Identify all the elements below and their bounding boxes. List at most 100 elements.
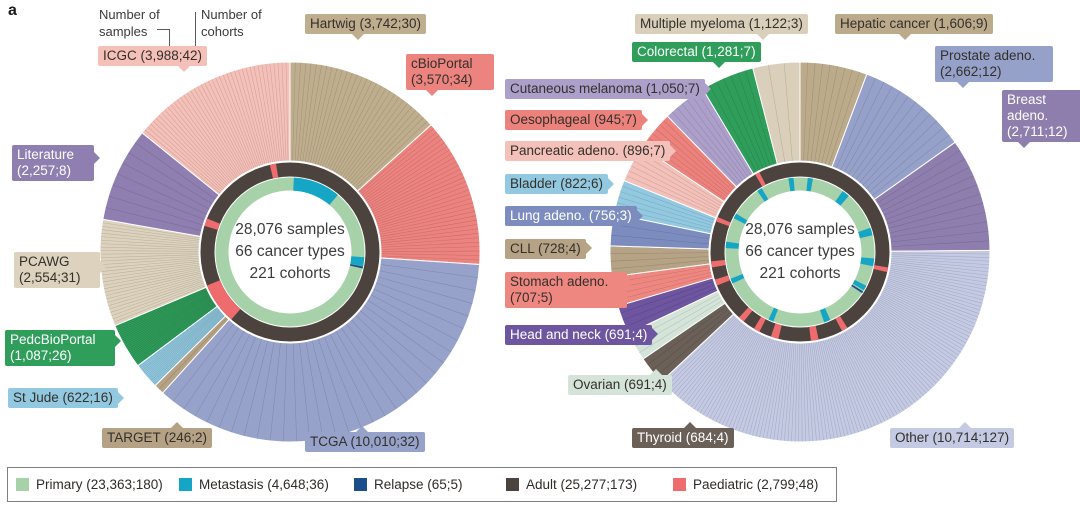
cohort-divider <box>338 91 391 175</box>
cohort-divider <box>697 92 751 176</box>
cohort-divider <box>655 128 731 193</box>
ring-segment-paediatric <box>770 323 782 339</box>
callout-pointer <box>1016 140 1031 155</box>
cohort-divider <box>690 326 748 408</box>
cohort-divider <box>798 343 800 442</box>
cohort-divider <box>283 343 288 442</box>
cohort-divider <box>378 202 474 229</box>
callout-pcawg: PCAWG (2,554;31) <box>14 252 106 288</box>
cohort-divider <box>878 298 963 350</box>
cohort-divider <box>277 62 285 161</box>
cohort-divider <box>879 297 965 347</box>
ring-segment-metastasis <box>852 279 867 291</box>
cohort-divider <box>101 261 200 272</box>
cohort-divider <box>811 342 824 441</box>
cohort-divider <box>821 67 846 164</box>
cohort-divider <box>346 103 408 181</box>
cohort-divider <box>610 256 709 262</box>
cohort-divider <box>375 185 468 221</box>
cohort-divider <box>864 316 935 387</box>
cohort-divider <box>110 280 204 313</box>
cohort-divider <box>682 323 744 401</box>
cohort-divider <box>130 301 214 356</box>
cohort-divider <box>794 343 798 442</box>
cohort-divider <box>824 339 852 435</box>
cohort-divider <box>839 334 882 424</box>
cohort-divider <box>100 257 199 265</box>
cohort-divider <box>873 305 953 365</box>
cohort-divider <box>211 79 253 169</box>
callout-pointer <box>898 32 913 47</box>
cohort-divider <box>113 285 206 323</box>
cohort-divider <box>814 342 831 440</box>
cohort-divider <box>150 313 223 381</box>
cohort-divider <box>119 291 208 336</box>
cohort-divider <box>341 327 397 410</box>
cohort-divider <box>155 117 226 188</box>
cohort-divider <box>768 65 786 162</box>
cohort-divider <box>618 196 713 226</box>
cohort-divider <box>243 340 269 436</box>
cohort-divider <box>780 343 791 441</box>
cohort-divider <box>656 311 731 377</box>
cohort-divider <box>709 85 757 172</box>
callout-icgc: ICGC (3,988;42) <box>98 46 208 72</box>
ring-segment-relapse <box>349 263 364 269</box>
cohort-divider <box>317 71 348 165</box>
donut-hole <box>739 191 861 313</box>
cohort-divider <box>889 269 986 290</box>
cohort-divider <box>860 320 927 394</box>
cohort-divider <box>620 281 714 314</box>
cohort-divider <box>663 315 735 385</box>
cohort-divider <box>868 127 944 193</box>
cohort-divider <box>147 312 222 378</box>
cohort-divider <box>611 259 709 270</box>
cohort-divider <box>144 129 221 194</box>
cohort-divider <box>269 342 281 441</box>
cohort-divider <box>828 72 860 166</box>
callout-pancreatic: Pancreatic adeno. (896;7) <box>505 141 677 161</box>
cohort-divider <box>351 319 418 393</box>
cohort-divider <box>131 302 214 357</box>
cohort-divider <box>616 275 712 301</box>
cohort-divider <box>862 114 931 186</box>
cohort-divider <box>372 169 461 213</box>
cohort-divider <box>856 323 919 401</box>
cohort-divider <box>197 86 246 173</box>
cohort-divider <box>622 185 715 221</box>
cohort-divider <box>762 341 783 438</box>
cohort-divider <box>840 81 885 171</box>
cohort-divider <box>133 303 215 360</box>
cohort-divider <box>725 336 765 427</box>
cohort-divider <box>231 338 262 433</box>
cohort-divider <box>100 246 199 250</box>
cohort-divider <box>791 343 797 442</box>
cohort-divider <box>870 310 947 373</box>
cohort-divider <box>381 255 480 261</box>
cohort-divider <box>176 99 236 179</box>
cohort-divider <box>222 74 258 167</box>
ring-segment-metastasis <box>293 177 338 205</box>
cohort-divider <box>350 110 416 184</box>
cohort-divider <box>101 259 199 269</box>
cohort-divider <box>889 212 986 234</box>
cohort-divider <box>112 284 205 320</box>
cohort-divider <box>817 341 839 438</box>
cohort-divider <box>273 63 283 161</box>
ring-segment-metastasis <box>733 213 748 225</box>
cohort-divider <box>376 189 470 223</box>
callout-cll: CLL (728;4) <box>505 239 592 259</box>
cohort-divider <box>154 315 225 385</box>
cohort-divider <box>108 195 203 226</box>
cohort-divider <box>668 317 737 390</box>
cohort-divider <box>688 325 747 406</box>
samples-annotation: Number of samples <box>99 7 160 39</box>
cohort-divider <box>887 193 981 225</box>
cohort-divider <box>173 101 235 180</box>
cohort-divider <box>152 120 225 189</box>
cohort-divider <box>381 241 480 248</box>
cohort-divider <box>311 340 337 436</box>
cohort-divider <box>693 327 750 410</box>
cohort-divider <box>846 330 898 415</box>
cancer-types-total: 66 cancer types <box>235 243 345 260</box>
